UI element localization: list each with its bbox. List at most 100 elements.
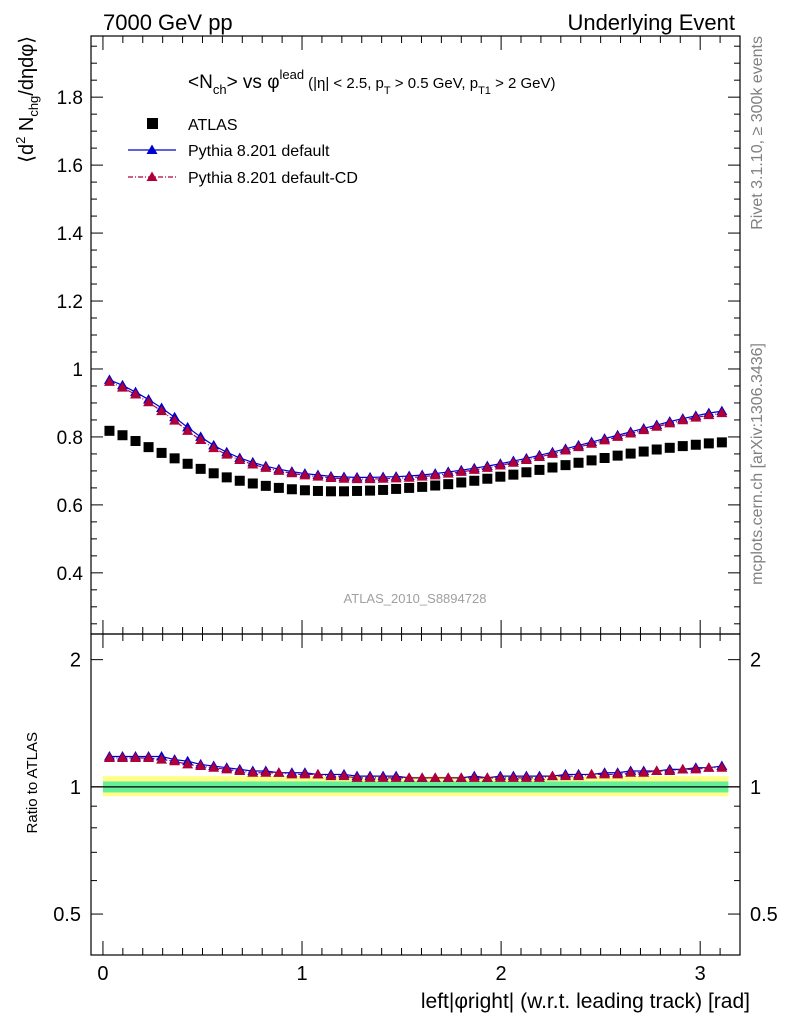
data-point-atlas [690,439,701,450]
ratio-y-tick-label: 0.5 [53,904,81,926]
data-point-atlas [365,485,376,496]
ratio-point-pythia-default-cd [130,752,142,763]
data-point-atlas [586,455,597,466]
data-point-atlas [117,430,128,441]
data-point-pythia-default-cd [612,431,624,441]
data-point-atlas [143,442,154,453]
title-mid-sup: lead [280,67,305,82]
legend-label-mc2: Pythia 8.201 default-CD [188,170,358,187]
data-point-atlas [247,478,258,489]
data-point-pythia-default-cd [442,468,454,478]
main-y-axis-label: ⟨d2 Nchg/dηdφ⟩ [13,36,41,163]
data-point-atlas [352,485,363,496]
ratio-point-pythia-default-cd [103,752,115,763]
ratio-point-pythia-default-cd [455,772,467,782]
data-point-atlas [430,480,441,491]
data-point-atlas [169,453,180,464]
data-point-atlas [273,482,284,493]
data-point-pythia-default-cd [260,462,272,472]
data-point-atlas [560,460,571,471]
data-point-atlas [325,486,336,497]
data-point-pythia-default-cd [312,471,324,481]
data-point-atlas [638,446,649,457]
main-y-tick-label: 1.6 [57,156,83,177]
ratio-point-pythia-default-cd [573,770,585,781]
data-point-pythia-default-cd [455,466,467,476]
title-cuts-sub-1: T [384,85,391,97]
ratio-point-pythia-default-cd [416,772,428,782]
ratio-point-pythia-default-cd [221,763,233,774]
ratio-point-pythia-default-cd [273,767,285,777]
legend-marker-data [147,118,158,129]
main-y-tick-label: 0.8 [57,428,83,449]
main-y-tick-label: 1.4 [57,224,84,245]
ratio-point-pythia-default-cd [481,772,493,782]
ratio-y-tick-label-right: 2 [750,650,761,672]
ratio-point-pythia-default-cd [143,752,155,763]
main-y-tick-label: 1.2 [57,292,83,313]
ratio-point-pythia-default-cd [677,763,689,774]
data-point-atlas [573,457,584,468]
ratio-point-pythia-default-cd [156,754,168,764]
ratio-point-pythia-default-cd [195,760,207,771]
ratio-point-pythia-default-cd [625,767,637,777]
ratio-point-pythia-default-cd [494,772,506,782]
data-point-pythia-default-cd [690,412,702,422]
ratio-y-tick-label-right: 1 [750,777,761,799]
mcplots-label: mcplots.cern.ch [arXiv:1306.3436] [749,343,766,585]
ratio-y-tick-label: 1 [70,777,81,799]
main-y-tick-label: 0.4 [57,564,84,585]
ratio-point-pythia-default-cd [364,772,376,782]
ratio-point-pythia-default-cd [247,767,259,777]
data-point-pythia-default-cd [546,448,558,458]
ratio-y-axis-label: Ratio to ATLAS [24,732,41,833]
ratio-point-pythia-default-cd [690,763,702,774]
data-point-atlas [482,473,493,484]
ratio-point-pythia-default-cd [182,758,194,769]
data-point-atlas [716,437,727,448]
data-point-pythia-default-cd [403,472,415,482]
data-point-atlas [664,442,675,453]
main-y-tick-label: 0.6 [57,496,83,517]
data-point-pythia-default-cd [103,376,115,386]
data-point-pythia-default-cd [234,454,246,465]
data-point-pythia-default-cd [520,454,532,465]
ratio-point-pythia-default-cd [560,770,572,781]
legend-marker-mc1 [146,144,158,154]
ratio-point-pythia-default-cd [520,772,532,782]
data-point-pythia-default-cd [416,471,428,481]
x-axis-label: left|φright| (w.r.t. leading track) [rad… [421,990,750,1013]
ratio-point-pythia-default-cd [260,767,272,777]
title-head-sub: ch [213,82,227,97]
header-left: 7000 GeV pp [103,10,233,35]
data-point-pythia-default-cd [390,472,402,483]
data-point-atlas [234,475,245,486]
data-point-pythia-default-cd [638,424,650,435]
ratio-point-pythia-default-cd [703,762,715,772]
main-data-marks [103,374,728,497]
data-point-pythia-default-cd [130,388,142,399]
data-point-atlas [547,462,558,473]
data-point-atlas [299,485,310,496]
ratio-point-pythia-default-cd [234,765,246,776]
data-point-pythia-default-cd [494,459,506,470]
data-point-pythia-default-cd [182,425,194,435]
data-point-atlas [404,482,415,493]
ratio-point-pythia-default-cd [312,768,324,779]
ratio-point-pythia-default-cd [351,772,363,782]
data-point-pythia-default-cd [625,428,637,438]
title-cuts-sub-2: T1 [478,85,491,97]
data-point-pythia-default-cd [195,434,207,444]
data-point-atlas [625,448,636,459]
ratio-point-pythia-default-cd [442,772,454,782]
data-point-pythia-default-cd [273,465,285,475]
data-point-pythia-default-cd [533,451,545,461]
x-tick-label: 3 [695,963,706,985]
ratio-point-pythia-default-cd [716,762,728,772]
x-tick-labels: 0 1 2 3 [97,963,705,985]
ratio-point-pythia-default-cd [286,768,298,779]
ratio-point-pythia-default-cd [403,772,415,782]
data-point-pythia-default-cd [208,442,220,453]
data-point-pythia-default-cd [599,434,611,445]
